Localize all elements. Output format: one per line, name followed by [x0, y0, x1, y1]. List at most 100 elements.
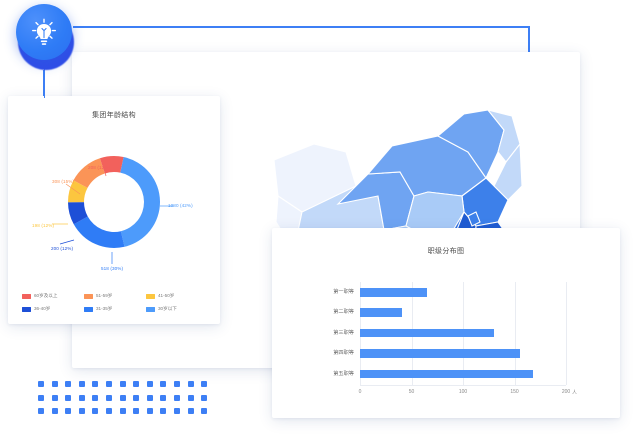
decor-dot [174, 394, 180, 401]
decor-dot [119, 394, 126, 401]
connector-line-top [73, 26, 530, 28]
bar-row[interactable]: 第三职等 [272, 323, 620, 343]
decor-dot [51, 394, 58, 401]
donut-leader-line [103, 167, 107, 177]
donut-slice-label: 198 (12%) [32, 223, 55, 228]
donut-slice-label: 1080 (42%) [168, 203, 193, 208]
bar-category-label: 第五职等 [333, 370, 354, 377]
legend-swatch [22, 306, 31, 312]
lightbulb-icon [32, 18, 56, 45]
bar-category-label: 第四职等 [333, 350, 354, 357]
legend-swatch [84, 293, 93, 299]
decor-dot [133, 381, 140, 387]
bar-axis-baseline [360, 385, 566, 386]
legend-label: 51-59岁 [96, 293, 113, 298]
decor-dot [65, 408, 72, 415]
bar-gridline [514, 282, 516, 385]
decor-dot [106, 408, 112, 415]
legend-item[interactable]: 51-59岁 [84, 293, 146, 299]
donut-chart-svg [52, 156, 174, 264]
decor-dot [106, 381, 112, 387]
donut-slice-label: 208 (12%) [88, 165, 111, 170]
decor-dot [65, 381, 72, 387]
bar-fill[interactable] [360, 328, 494, 338]
decor-dot [78, 394, 85, 401]
decor-dot [51, 408, 58, 415]
bar-row[interactable]: 第一职等 [272, 282, 620, 302]
decor-dot [146, 394, 153, 401]
decor-dot [38, 394, 44, 401]
bar-chart[interactable]: 人 0 50 100 150 200 第一职等第二职等第三职等第四职等第五职等 [272, 282, 620, 410]
decorative-dot-grid [38, 381, 214, 425]
donut-legend: 60岁及以上 51-59岁 41-50岁 36-40岁 31-35岁 30岁以下 [22, 293, 208, 312]
bar-row[interactable]: 第四职等 [272, 343, 620, 363]
bar-fill[interactable] [360, 308, 403, 317]
bar-axis-tick: 0 [358, 389, 362, 395]
decor-dot [201, 408, 208, 415]
rank-distribution-card: 职级分布图 人 0 50 100 150 200 第一职等第二职等第三职等第四职等第五职等 [272, 228, 620, 418]
decor-dot [92, 381, 99, 387]
donut-slice[interactable] [73, 216, 125, 248]
bar-gridline [566, 282, 567, 385]
donut-slice[interactable] [99, 156, 124, 174]
lightbulb-badge[interactable] [16, 4, 72, 60]
bar-row[interactable]: 第五职等 [272, 364, 620, 384]
legend-item[interactable]: 36-40岁 [22, 306, 84, 312]
bar-fill[interactable] [360, 369, 534, 379]
donut-chart[interactable]: 1080 (42%) 518 (30%) 200 (12%) 198 (12%) 308… [8, 120, 220, 280]
legend-label: 41-50岁 [158, 293, 175, 298]
decor-dot [187, 408, 194, 415]
donut-leader-line [59, 239, 75, 245]
connector-line-right [528, 26, 530, 53]
decor-dot [187, 381, 194, 387]
donut-slice[interactable] [120, 157, 160, 247]
decor-dot [133, 394, 140, 401]
decor-dot [160, 394, 167, 401]
decor-dot [78, 408, 85, 415]
legend-swatch [146, 293, 155, 299]
decor-dot [160, 381, 167, 387]
decor-dot [119, 381, 126, 387]
bar-axis-tick: 200 [561, 389, 571, 395]
decor-dot [38, 381, 44, 387]
donut-slice[interactable] [73, 158, 105, 188]
decor-dot [78, 381, 85, 387]
donut-slice-label: 518 (30%) [101, 266, 124, 271]
bar-axis-tick: 150 [510, 389, 519, 395]
decor-dot [187, 394, 194, 401]
legend-swatch [84, 306, 93, 312]
donut-slice[interactable] [68, 180, 88, 203]
decor-dot [160, 408, 167, 415]
legend-item[interactable]: 60岁及以上 [22, 293, 84, 299]
legend-label: 36-40岁 [34, 306, 51, 311]
legend-swatch [146, 306, 155, 312]
bar-fill[interactable] [360, 349, 520, 358]
legend-label: 30岁以下 [158, 306, 177, 311]
legend-item[interactable]: 41-50岁 [146, 293, 208, 299]
decor-dot [133, 408, 140, 415]
age-structure-card: 集团年龄结构 1080 (42%) 518 (30%) 200 (12%) 198 (… [8, 96, 220, 324]
decor-dot [119, 408, 126, 415]
decor-dot [146, 408, 153, 415]
legend-label: 60岁及以上 [34, 293, 58, 298]
donut-slice-label: 200 (12%) [51, 246, 74, 251]
legend-item[interactable]: 30岁以下 [146, 306, 208, 312]
bar-axis-tick: 50 [408, 389, 415, 395]
legend-label: 31-35岁 [96, 306, 113, 311]
donut-chart-title: 集团年龄结构 [92, 112, 136, 119]
bar-axis-tick: 100 [458, 389, 468, 395]
donut-leader-line [65, 183, 81, 195]
bar-axis-unit: 人 [572, 390, 578, 396]
badge-drop-line [43, 60, 45, 98]
bar-fill[interactable] [360, 288, 427, 297]
decor-dot [51, 381, 58, 387]
decor-dot [92, 394, 99, 401]
bar-chart-title: 职级分布图 [427, 248, 465, 255]
bar-row[interactable]: 第二职等 [272, 302, 620, 322]
legend-item[interactable]: 31-35岁 [84, 306, 146, 312]
decor-dot [106, 394, 112, 401]
bar-category-label: 第二职等 [333, 309, 354, 316]
decor-dot [201, 381, 208, 387]
donut-slice[interactable] [68, 202, 88, 225]
